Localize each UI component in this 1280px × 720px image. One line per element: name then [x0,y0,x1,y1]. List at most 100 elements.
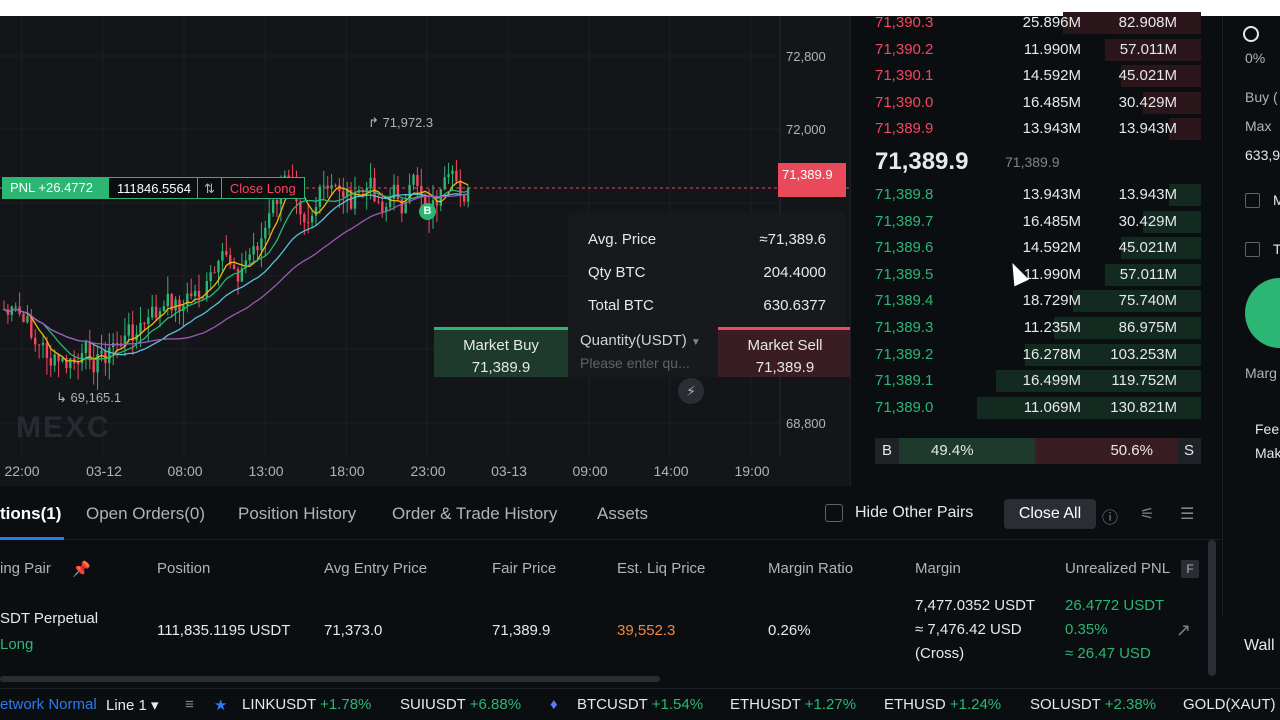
sell-percent: 50.6% [1035,438,1177,464]
market-sell-button[interactable]: Market Sell 71,389.9 [718,327,850,377]
price-axis-label: 72,000 [786,122,826,137]
bid-row[interactable]: 71,389.3 11.235M 86.975M [851,315,1201,341]
star-icon[interactable]: ★ [214,697,228,714]
position-line-bar[interactable]: PNL +26.4772 111846.5564 ⇅ Close Long [2,177,305,199]
candle-body [369,177,372,189]
candle-body [260,238,263,251]
tab-order-trade-history[interactable]: Order & Trade History [392,504,558,523]
ticker-item[interactable]: LINKUSDT +1.78% [242,696,371,713]
candle-body [420,185,423,197]
candle-body [275,200,279,205]
open-long-button[interactable] [1245,278,1280,348]
horizontal-scrollbar[interactable] [0,676,660,682]
lightning-icon[interactable]: ⚡ [678,378,704,404]
pair-name[interactable]: SDT Perpetual [0,610,99,627]
candle-body [115,342,119,344]
bid-row[interactable]: 71,389.8 13.943M 13.943M [851,182,1201,208]
ask-row[interactable]: 71,390.0 16.485M 30.429M [851,90,1201,116]
time-axis-label: 18:00 [329,463,365,479]
info-icon[interactable]: ⓘ [1102,510,1119,527]
ticker-item[interactable]: ETHUSDT +1.27% [730,696,856,713]
pnl-flag[interactable]: F [1181,560,1199,578]
margin-usd: ≈ 7,476.42 USD [915,621,1022,638]
candle-body [100,350,103,354]
col-unrealized-pnl: Unrealized PNL [1065,560,1171,577]
ask-row[interactable]: 71,390.3 25.896M 82.908M [851,10,1201,36]
tab-position-history[interactable]: Position History [238,504,357,523]
avg-entry-price: 71,373.0 [324,622,383,639]
candle-body [182,305,185,312]
buy-sell-ratio: B 49.4% 50.6% S [875,438,1201,464]
candle-body [365,188,368,192]
checkbox[interactable] [825,504,843,522]
candle-body [143,322,146,324]
price-chart[interactable]: 72,800 72,000 68,800 22:00 03-12 08:00 1… [0,16,850,486]
candle-body [447,174,450,178]
ticker-change: +2.38% [1104,696,1157,713]
candle-body [396,184,400,200]
tooltip-row: Total BTC 630.6377 [588,289,826,322]
max-value: 633,9 [1245,147,1280,163]
ticker-item[interactable]: ETHUSD +1.24% [884,696,1001,713]
ticker-item[interactable]: SUIUSDT +6.88% [400,696,521,713]
hide-other-pairs-toggle[interactable]: Hide Other Pairs [825,504,973,522]
ask-row[interactable]: 71,389.9 13.943M 13.943M [851,116,1201,142]
depth-bar [1053,317,1201,339]
ticker-item[interactable]: BTCUSDT +1.54% [577,696,703,713]
close-all-button[interactable]: Close All [1004,499,1096,529]
order-total: 75.740M [1118,292,1177,310]
market-buy-button[interactable]: Market Buy 71,389.9 [434,327,568,377]
line-select[interactable]: Line 1 ▾ [106,697,159,714]
ask-row[interactable]: 71,390.2 11.990M 57.011M [851,37,1201,63]
bid-row[interactable]: 71,389.0 11.069M 130.821M [851,395,1201,421]
ask-row[interactable]: 71,390.1 14.592M 45.021M [851,63,1201,89]
bid-row[interactable]: 71,389.4 18.729M 75.740M [851,288,1201,314]
col-margin-ratio: Margin Ratio [768,560,854,577]
bid-row[interactable]: 71,389.1 16.499M 119.752M [851,368,1201,394]
quantity-unit-select[interactable]: Quantity(USDT) ▼ [580,332,706,349]
bid-row[interactable]: 71,389.7 16.485M 30.429M [851,209,1201,235]
share-icon[interactable]: ↗ [1176,620,1192,640]
candle-body [190,293,193,297]
order-amount: 16.278M [1022,345,1081,363]
tab-open-orders[interactable]: Open Orders(0) [86,504,206,523]
quantity-input[interactable]: Quantity(USDT) ▼ Please enter qu... [568,327,718,377]
candle-body [162,306,166,312]
ticker-item[interactable]: GOLD(XAUT) [1183,696,1276,713]
candle-body [268,213,271,228]
candle-body [30,316,33,338]
bid-row[interactable]: 71,389.2 16.278M 103.253M [851,342,1201,368]
bid-row[interactable]: 71,389.6 14.592M 45.021M [851,235,1201,261]
ticker-change: +6.88% [469,696,522,713]
buy-marker[interactable]: B [419,203,436,220]
close-long-button[interactable]: Close Long [221,177,305,199]
list-icon[interactable]: ≡ [185,696,194,713]
time-axis-label: 09:00 [572,463,608,479]
tab-positions[interactable]: tions(1) [0,504,62,523]
option-checkbox[interactable] [1245,242,1260,257]
ticker-item[interactable]: SOLUSDT +2.38% [1030,696,1156,713]
time-axis-label: 08:00 [167,463,203,479]
menu-icon[interactable]: ☰ [1180,506,1195,523]
filter-icon[interactable]: ⚟ [1140,506,1155,523]
swap-icon[interactable]: ⇅ [198,177,222,199]
tooltip-row: Avg. Price ≈71,389.6 [588,223,826,256]
order-amount: 16.499M [1022,372,1081,390]
bid-row[interactable]: 71,389.5 11.990M 57.011M [851,262,1201,288]
candle-body [154,306,158,318]
tab-assets[interactable]: Assets [597,504,649,523]
vertical-scrollbar[interactable] [1208,540,1216,676]
slider-handle[interactable] [1243,26,1259,42]
order-total: 30.429M [1118,212,1177,230]
buy-letter: B [875,438,899,464]
candle-body [466,187,470,202]
order-tooltip: Avg. Price ≈71,389.6 Qty BTC 204.4000 Tota… [568,213,846,341]
depth-bar [1121,65,1201,88]
fair-price: 71,389.9 [492,622,551,639]
option-label: M [1273,192,1280,208]
candle-body [45,342,49,358]
ticker-symbol: SUIUSDT [400,696,470,713]
option-checkbox[interactable] [1245,193,1260,208]
pin-icon[interactable]: 📌 [72,561,91,578]
candle-body [96,353,99,373]
